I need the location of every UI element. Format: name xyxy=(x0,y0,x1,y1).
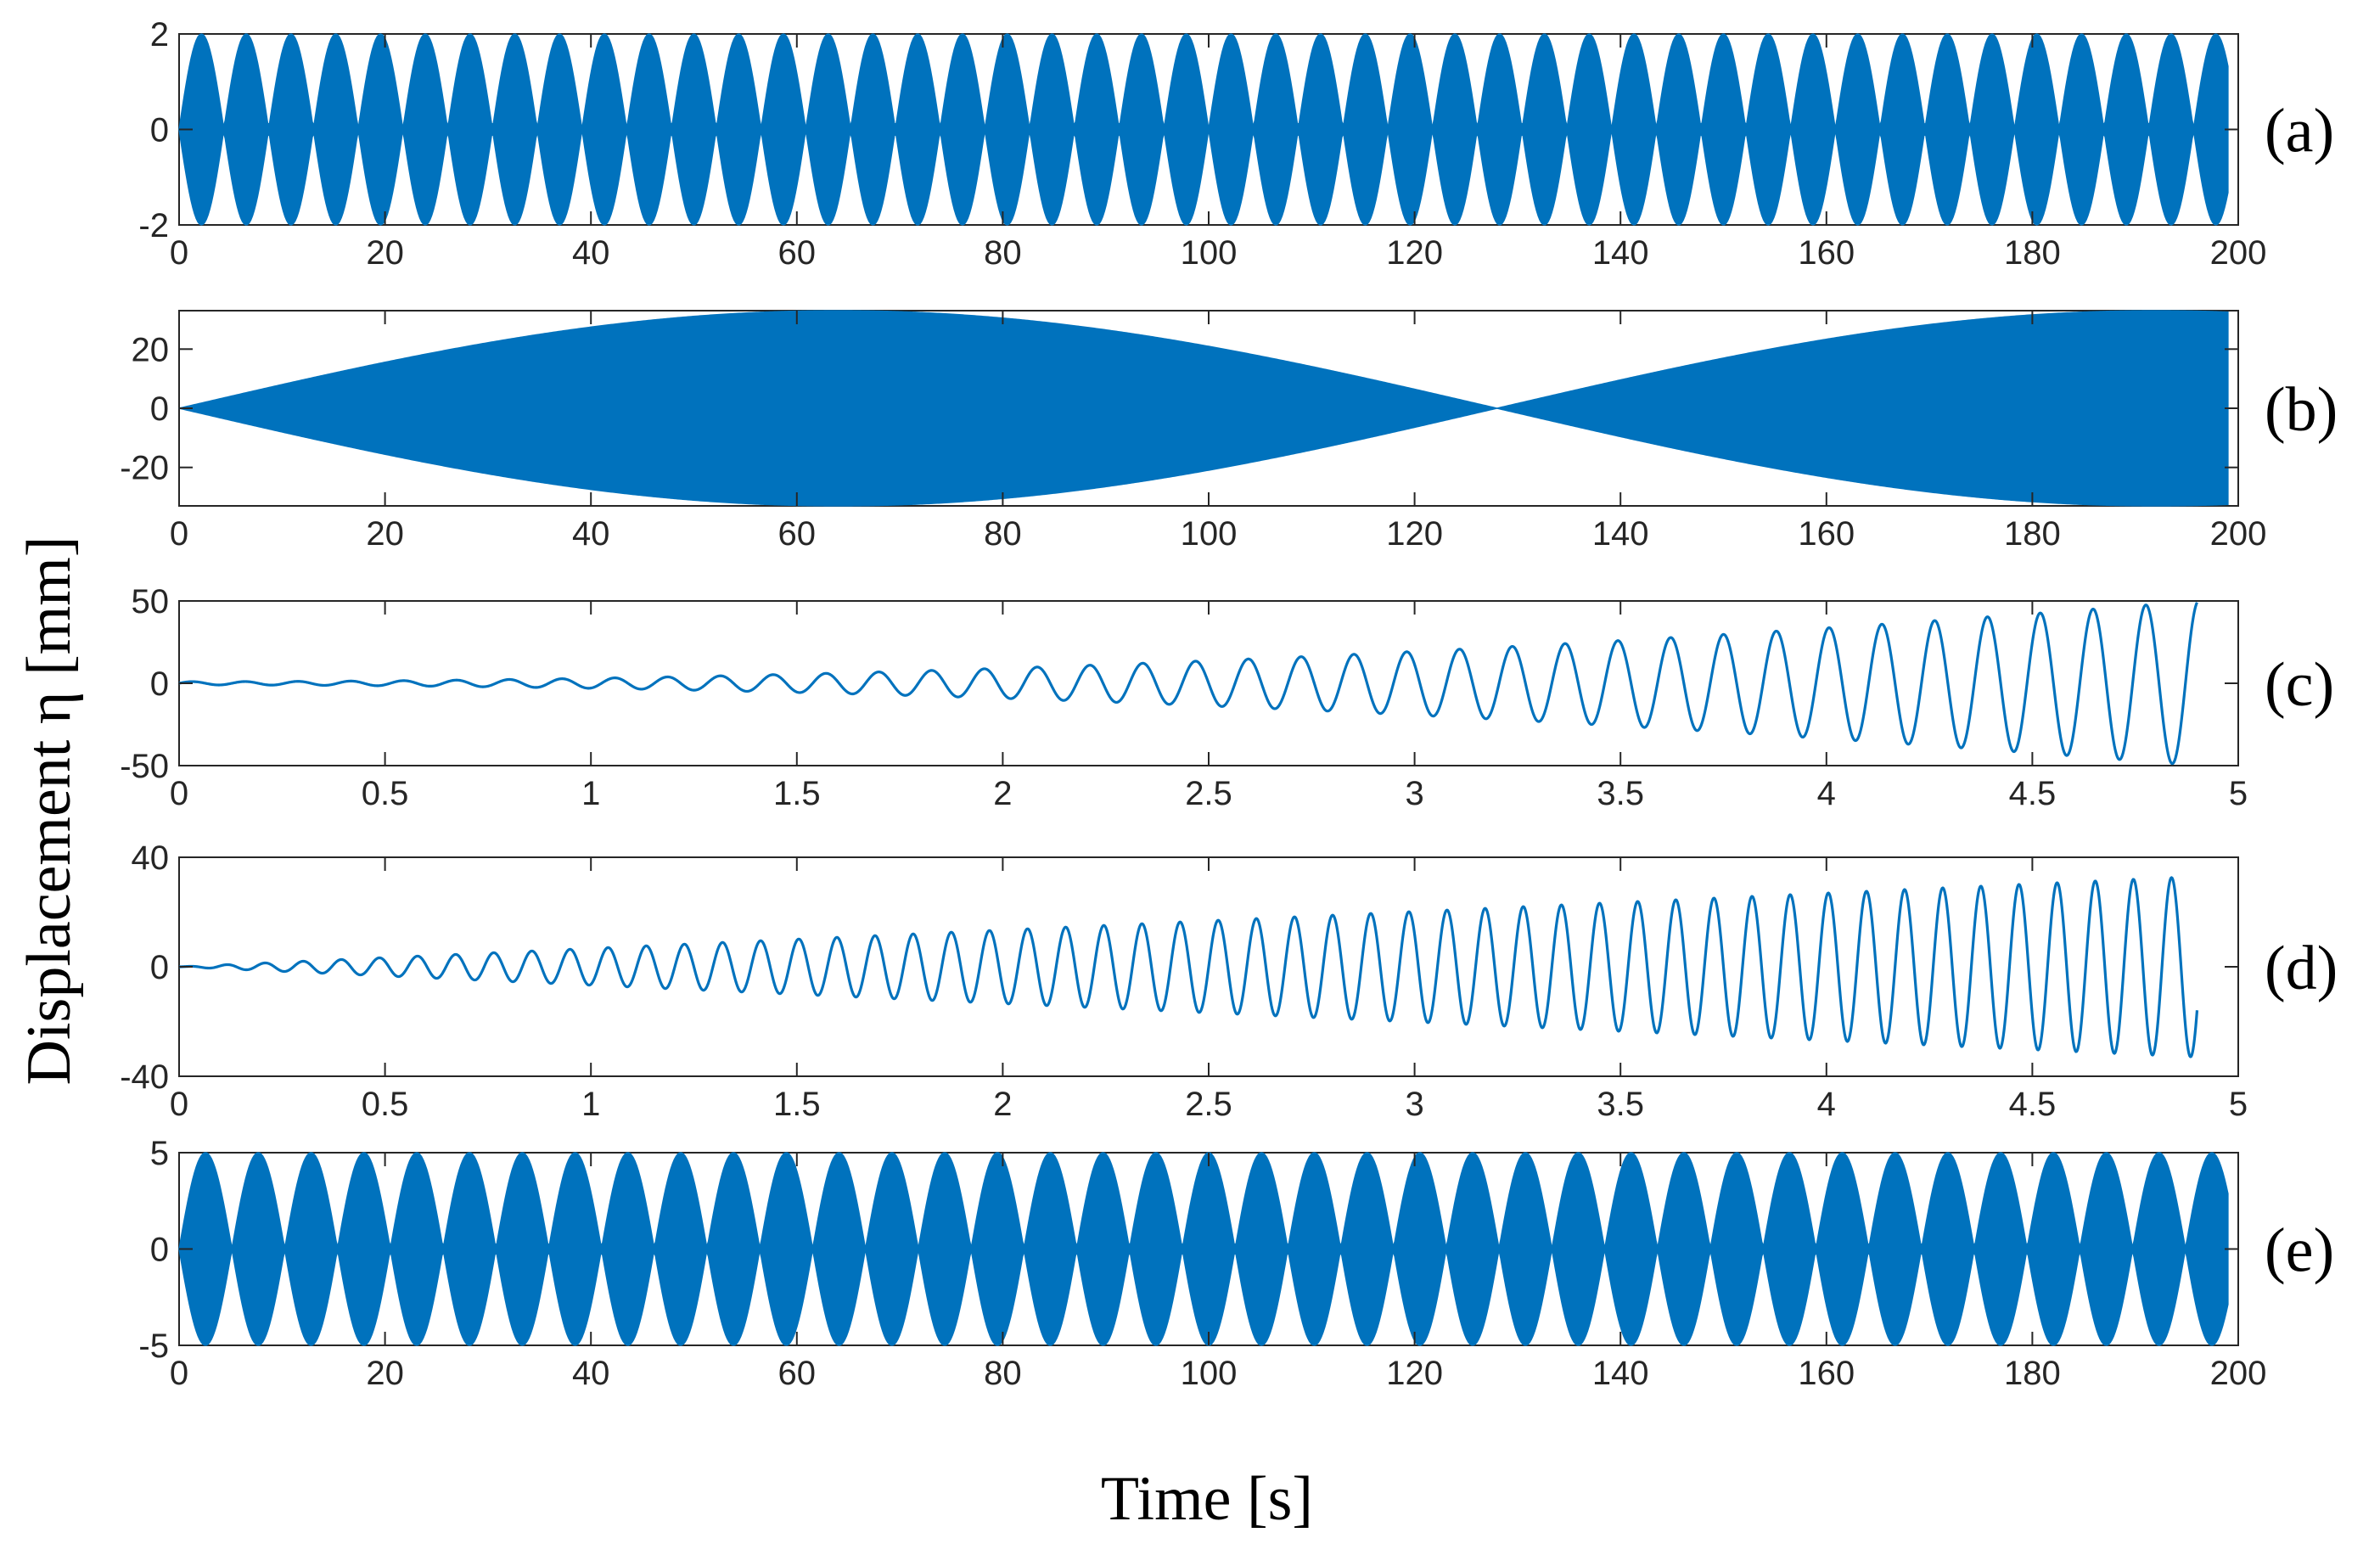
x-tick-label: 0.5 xyxy=(362,775,409,812)
x-tick-label: 40 xyxy=(572,1355,610,1392)
y-tick-label: -20 xyxy=(120,450,169,487)
panel-label: (d) xyxy=(2265,934,2338,1003)
x-tick-label: 120 xyxy=(1386,1355,1443,1392)
x-tick-label: 140 xyxy=(1592,515,1649,553)
series-line xyxy=(178,602,2198,766)
x-tick-label: 40 xyxy=(572,515,610,553)
x-tick-label: 80 xyxy=(984,1355,1022,1392)
x-tick-label: 2.5 xyxy=(1185,1086,1232,1123)
y-axis-title: Displacement η [mm] xyxy=(14,536,84,1086)
y-tick-label: -2 xyxy=(138,207,169,244)
y-tick-label: -5 xyxy=(138,1328,169,1365)
y-tick-label: 50 xyxy=(132,583,170,620)
y-tick-label: 0 xyxy=(150,665,169,703)
x-tick-label: 20 xyxy=(366,1355,404,1392)
x-tick-label: 180 xyxy=(2004,1355,2061,1392)
x-tick-label: 4 xyxy=(1817,1086,1836,1123)
x-tick-label: 3 xyxy=(1405,775,1423,812)
x-tick-label: 120 xyxy=(1386,234,1443,272)
panel-a: 0 20 40 60 80 100 120 140 160 180 200-202(a) xyxy=(138,16,2334,272)
x-tick-label: 60 xyxy=(778,515,817,553)
x-tick-label: 0 xyxy=(170,515,188,553)
panel-label: (a) xyxy=(2265,97,2334,166)
y-tick-label: 0 xyxy=(150,949,169,986)
x-tick-label: 4 xyxy=(1817,775,1836,812)
x-tick-label: 0 xyxy=(170,1355,188,1392)
x-tick-label: 200 xyxy=(2210,515,2267,553)
x-tick-label: 1.5 xyxy=(773,775,821,812)
x-tick-label: 80 xyxy=(984,234,1022,272)
x-tick-label: 140 xyxy=(1592,1355,1649,1392)
x-tick-label: 60 xyxy=(778,234,817,272)
x-tick-label: 200 xyxy=(2210,1355,2267,1392)
y-tick-label: 0 xyxy=(150,1232,169,1269)
x-tick-label: 20 xyxy=(366,234,404,272)
y-tick-label: 2 xyxy=(150,16,169,53)
x-tick-label: 120 xyxy=(1386,515,1443,553)
x-tick-label: 0.5 xyxy=(362,1086,409,1123)
y-tick-label: 0 xyxy=(150,112,169,149)
y-tick-label: 0 xyxy=(150,390,169,428)
x-tick-label: 5 xyxy=(2229,1086,2248,1123)
x-tick-label: 200 xyxy=(2210,234,2267,272)
x-tick-label: 3.5 xyxy=(1597,775,1644,812)
x-tick-label: 4.5 xyxy=(2009,775,2057,812)
x-tick-label: 60 xyxy=(778,1355,817,1392)
panel-label: (e) xyxy=(2265,1216,2334,1286)
x-tick-label: 160 xyxy=(1798,515,1855,553)
panels: 0 20 40 60 80 100 120 140 160 180 200-202(a)0 20 40 6… xyxy=(120,16,2338,1392)
x-tick-label: 0 xyxy=(170,1086,188,1123)
y-tick-label: -40 xyxy=(120,1058,169,1096)
x-tick-label: 0 xyxy=(170,234,188,272)
y-tick-label: 20 xyxy=(132,331,170,368)
y-tick-label: -50 xyxy=(120,748,169,785)
x-tick-label: 180 xyxy=(2004,515,2061,553)
x-tick-label: 180 xyxy=(2004,234,2061,272)
x-tick-label: 4.5 xyxy=(2009,1086,2057,1123)
x-tick-label: 80 xyxy=(984,515,1022,553)
x-axis-title: Time [s] xyxy=(1101,1464,1313,1534)
series-line xyxy=(178,876,2199,1058)
x-tick-label: 100 xyxy=(1181,1355,1238,1392)
x-tick-label: 1.5 xyxy=(773,1086,821,1123)
panel-label: (b) xyxy=(2265,375,2338,445)
x-tick-label: 2 xyxy=(993,775,1012,812)
x-tick-label: 20 xyxy=(366,515,404,553)
x-tick-label: 2.5 xyxy=(1185,775,1232,812)
x-tick-label: 3 xyxy=(1405,1086,1423,1123)
x-tick-label: 2 xyxy=(993,1086,1012,1123)
x-tick-label: 5 xyxy=(2229,775,2248,812)
x-tick-label: 140 xyxy=(1592,234,1649,272)
panel-label: (c) xyxy=(2265,650,2334,720)
y-tick-label: 5 xyxy=(150,1135,169,1172)
x-tick-label: 160 xyxy=(1798,1355,1855,1392)
x-tick-label: 3.5 xyxy=(1597,1086,1644,1123)
y-tick-label: 40 xyxy=(132,839,170,877)
x-tick-label: 0 xyxy=(170,775,188,812)
x-tick-label: 100 xyxy=(1181,515,1238,553)
x-tick-label: 1 xyxy=(581,1086,600,1123)
x-tick-label: 160 xyxy=(1798,234,1855,272)
x-tick-label: 1 xyxy=(581,775,600,812)
x-tick-label: 40 xyxy=(572,234,610,272)
panel-e: 0 20 40 60 80 100 120 140 160 180 200-505(e) xyxy=(138,1135,2334,1392)
x-tick-label: 100 xyxy=(1181,234,1238,272)
